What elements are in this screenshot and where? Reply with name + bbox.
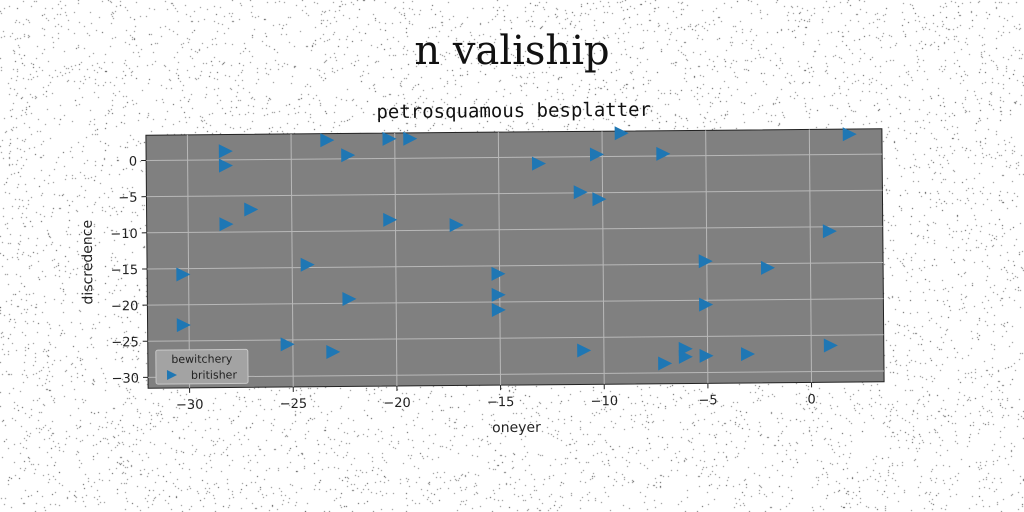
x-tick-label: −5 (698, 393, 717, 408)
data-point (614, 126, 629, 141)
y-gridline (146, 189, 883, 198)
data-point (383, 212, 398, 227)
data-point (740, 347, 756, 362)
x-tick-label: −10 (591, 394, 619, 409)
data-point (244, 202, 259, 217)
data-point (698, 254, 713, 269)
data-point (382, 131, 397, 146)
y-tick-label: −10 (110, 227, 138, 242)
y-gridline (147, 298, 884, 306)
x-tick-label: 0 (807, 392, 815, 407)
y-tick-label: −20 (111, 299, 139, 314)
data-point (822, 224, 837, 239)
y-gridline (147, 262, 884, 270)
legend-entry-label: britisher (191, 368, 238, 381)
data-point (656, 146, 671, 161)
legend-box (155, 348, 249, 385)
y-axis-label: discredence (80, 220, 97, 305)
x-axis-label: oneyer (492, 420, 541, 436)
chart-title: petrosquamous besplatter (376, 99, 651, 123)
data-point (577, 343, 592, 358)
data-point (699, 297, 714, 312)
y-tick-label: −5 (118, 191, 137, 206)
data-point (176, 318, 191, 333)
data-point (218, 158, 233, 173)
y-gridline (147, 334, 884, 342)
data-point (760, 260, 775, 275)
y-tick-label: 0 (129, 155, 137, 170)
y-gridline (148, 370, 885, 378)
data-point (678, 349, 693, 364)
data-point (403, 131, 418, 146)
data-point (449, 218, 464, 233)
x-gridline (186, 134, 191, 388)
data-point (658, 356, 673, 371)
x-tick-label: −20 (383, 396, 411, 411)
data-point (280, 337, 295, 352)
data-point (589, 147, 604, 162)
data-point (491, 287, 506, 302)
data-point (300, 257, 315, 272)
data-point (219, 217, 234, 232)
plot-background (145, 128, 885, 389)
data-point (842, 127, 857, 142)
legend-title: bewitchery (171, 352, 233, 366)
x-tick-label: −15 (487, 395, 515, 410)
data-point (326, 344, 341, 359)
y-tick-label: −30 (112, 371, 140, 386)
data-point (218, 144, 233, 159)
y-tick-label: −25 (111, 335, 139, 350)
x-gridline (497, 132, 502, 386)
y-gridline (146, 153, 883, 162)
plot-area: −30 −25 −20 −15 −10 −5 0 0 −5 −10 −15 −20 −25 −30 oney… (80, 99, 885, 436)
y-gridline (146, 225, 883, 234)
legend-marker (166, 370, 178, 381)
x-gridline (394, 133, 398, 387)
x-tick-label: −25 (280, 397, 308, 412)
figure-suptitle: n valiship (414, 28, 610, 74)
x-gridline (705, 130, 709, 384)
x-gridline (808, 129, 813, 383)
y-tick-label: −15 (111, 263, 139, 278)
data-point (341, 148, 356, 163)
data-point (823, 338, 838, 353)
data-point (320, 133, 335, 148)
data-point (176, 267, 191, 282)
data-point (573, 185, 588, 200)
data-point (592, 192, 607, 207)
data-point (491, 303, 506, 318)
data-point (342, 292, 357, 307)
x-gridline (601, 131, 605, 385)
data-point (491, 266, 506, 281)
data-point (699, 348, 714, 363)
x-tick-label: −30 (176, 398, 204, 413)
data-point (531, 156, 547, 171)
